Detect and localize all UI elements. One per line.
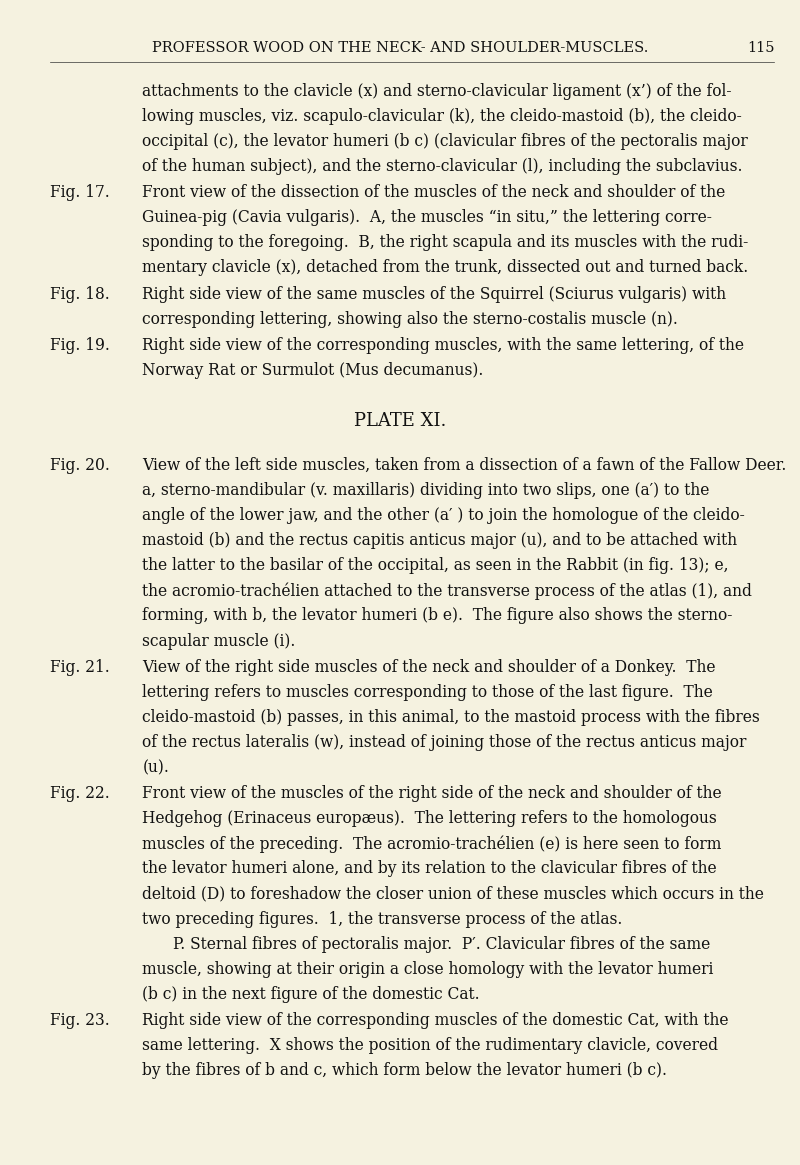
Text: Fig. 17.: Fig. 17. — [50, 184, 110, 202]
Text: View of the right side muscles of the neck and shoulder of a Donkey.  The: View of the right side muscles of the ne… — [142, 658, 716, 676]
Text: Right side view of the corresponding muscles of the domestic Cat, with the: Right side view of the corresponding mus… — [142, 1012, 729, 1029]
Text: corresponding lettering, showing also the sterno-costalis muscle (n).: corresponding lettering, showing also th… — [142, 311, 678, 327]
Text: scapular muscle (i).: scapular muscle (i). — [142, 633, 296, 650]
Text: PLATE XI.: PLATE XI. — [354, 412, 446, 430]
Text: Fig. 20.: Fig. 20. — [50, 457, 110, 474]
Text: forming, with b, the levator humeri (b e).  The figure also shows the sterno-: forming, with b, the levator humeri (b e… — [142, 607, 733, 624]
Text: Fig. 21.: Fig. 21. — [50, 658, 110, 676]
Text: attachments to the clavicle (x) and sterno-clavicular ligament (x’) of the fol-: attachments to the clavicle (x) and ster… — [142, 83, 732, 100]
Text: of the rectus lateralis (w), instead of joining those of the rectus anticus majo: of the rectus lateralis (w), instead of … — [142, 734, 746, 751]
Text: occipital (c), the levator humeri (b c) (clavicular fibres of the pectoralis maj: occipital (c), the levator humeri (b c) … — [142, 133, 748, 150]
Text: sponding to the foregoing.  B, the right scapula and its muscles with the rudi-: sponding to the foregoing. B, the right … — [142, 234, 749, 252]
Text: P. Sternal fibres of pectoralis major.  P′. Clavicular fibres of the same: P. Sternal fibres of pectoralis major. P… — [173, 935, 710, 953]
Text: angle of the lower jaw, and the other (a′ ) to join the homologue of the cleido-: angle of the lower jaw, and the other (a… — [142, 507, 745, 524]
Text: Fig. 19.: Fig. 19. — [50, 337, 110, 354]
Text: lowing muscles, viz. scapulo-clavicular (k), the cleido-mastoid (b), the cleido-: lowing muscles, viz. scapulo-clavicular … — [142, 108, 742, 125]
Text: View of the left side muscles, taken from a dissection of a fawn of the Fallow D: View of the left side muscles, taken fro… — [142, 457, 786, 474]
Text: PROFESSOR WOOD ON THE NECK- AND SHOULDER-MUSCLES.: PROFESSOR WOOD ON THE NECK- AND SHOULDER… — [152, 41, 648, 55]
Text: Front view of the dissection of the muscles of the neck and shoulder of the: Front view of the dissection of the musc… — [142, 184, 726, 202]
Text: two preceding figures.  1, the transverse process of the atlas.: two preceding figures. 1, the transverse… — [142, 911, 622, 927]
Text: Right side view of the same muscles of the Squirrel (Sciurus vulgaris) with: Right side view of the same muscles of t… — [142, 285, 726, 303]
Text: cleido-mastoid (b) passes, in this animal, to the mastoid process with the fibre: cleido-mastoid (b) passes, in this anima… — [142, 708, 760, 726]
Text: muscle, showing at their origin a close homology with the levator humeri: muscle, showing at their origin a close … — [142, 961, 714, 977]
Text: (u).: (u). — [142, 758, 170, 776]
Text: by the fibres of b and c, which form below the levator humeri (b c).: by the fibres of b and c, which form bel… — [142, 1062, 667, 1079]
Text: the acromio-trachélien attached to the transverse process of the atlas (1), and: the acromio-trachélien attached to the t… — [142, 582, 752, 600]
Text: Guinea-pig (Cavia vulgaris).  A, the muscles “in situ,” the lettering corre-: Guinea-pig (Cavia vulgaris). A, the musc… — [142, 210, 712, 226]
Text: 115: 115 — [747, 41, 774, 55]
Text: of the human subject), and the sterno-clavicular (l), including the subclavius.: of the human subject), and the sterno-cl… — [142, 158, 743, 175]
Text: deltoid (D) to foreshadow the closer union of these muscles which occurs in the: deltoid (D) to foreshadow the closer uni… — [142, 885, 764, 903]
Text: a, sterno-mandibular (v. maxillaris) dividing into two slips, one (a′) to the: a, sterno-mandibular (v. maxillaris) div… — [142, 482, 710, 500]
Text: Front view of the muscles of the right side of the neck and shoulder of the: Front view of the muscles of the right s… — [142, 785, 722, 803]
Text: (b c) in the next figure of the domestic Cat.: (b c) in the next figure of the domestic… — [142, 986, 480, 1003]
Text: same lettering.  X shows the position of the rudimentary clavicle, covered: same lettering. X shows the position of … — [142, 1037, 718, 1054]
Text: Norway Rat or Surmulot (Mus decumanus).: Norway Rat or Surmulot (Mus decumanus). — [142, 362, 484, 379]
Text: the latter to the basilar of the occipital, as seen in the Rabbit (in fig. 13); : the latter to the basilar of the occipit… — [142, 557, 729, 574]
Text: Fig. 18.: Fig. 18. — [50, 285, 110, 303]
Text: mentary clavicle (x), detached from the trunk, dissected out and turned back.: mentary clavicle (x), detached from the … — [142, 260, 749, 276]
Text: the levator humeri alone, and by its relation to the clavicular fibres of the: the levator humeri alone, and by its rel… — [142, 861, 717, 877]
Text: Hedgehog (Erinaceus europæus).  The lettering refers to the homologous: Hedgehog (Erinaceus europæus). The lette… — [142, 811, 717, 827]
Text: Right side view of the corresponding muscles, with the same lettering, of the: Right side view of the corresponding mus… — [142, 337, 744, 354]
Text: mastoid (b) and the rectus capitis anticus major (u), and to be attached with: mastoid (b) and the rectus capitis antic… — [142, 532, 738, 550]
Text: lettering refers to muscles corresponding to those of the last figure.  The: lettering refers to muscles correspondin… — [142, 684, 713, 701]
Text: Fig. 22.: Fig. 22. — [50, 785, 110, 803]
Text: muscles of the preceding.  The acromio-trachélien (e) is here seen to form: muscles of the preceding. The acromio-tr… — [142, 835, 722, 853]
Text: Fig. 23.: Fig. 23. — [50, 1012, 110, 1029]
